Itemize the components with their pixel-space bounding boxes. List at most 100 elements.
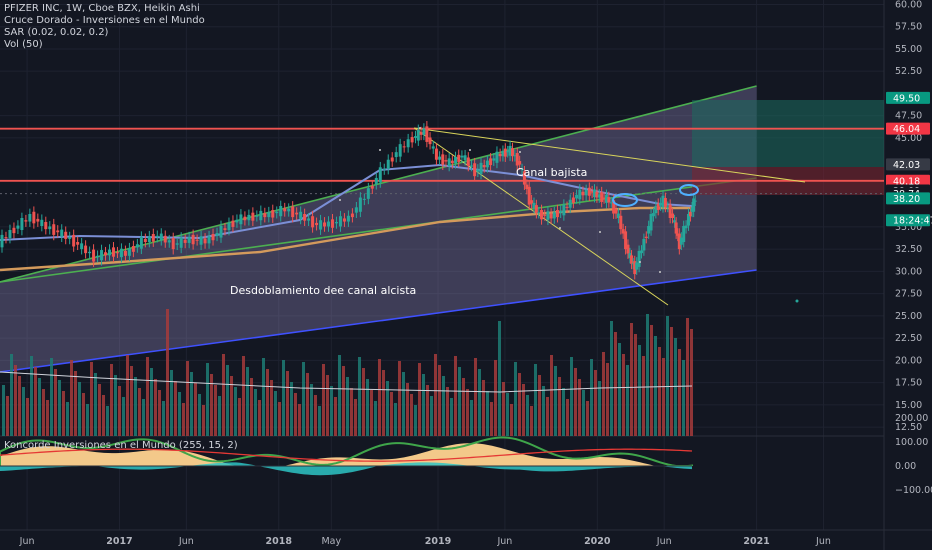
candle-body bbox=[513, 155, 517, 157]
candle-body bbox=[84, 245, 88, 254]
candle-body bbox=[654, 205, 658, 214]
price-label-box bbox=[886, 214, 930, 227]
sar-dot bbox=[339, 199, 341, 201]
volume-bar bbox=[686, 318, 689, 436]
candle-body bbox=[406, 139, 410, 148]
price-label-text: 18:24:47 bbox=[893, 216, 932, 227]
candle-body bbox=[673, 220, 677, 223]
price-label-box bbox=[886, 122, 930, 135]
candle-body bbox=[498, 153, 502, 157]
volume-bar bbox=[66, 402, 69, 436]
candle-body bbox=[12, 227, 16, 234]
candle-body bbox=[642, 238, 646, 251]
candle-body bbox=[88, 251, 92, 254]
volume-bar bbox=[110, 364, 113, 436]
time-tick-label: May bbox=[321, 536, 341, 547]
volume-bar bbox=[102, 395, 105, 436]
candle-body bbox=[525, 184, 529, 190]
volume-bar bbox=[70, 360, 73, 436]
volume-bar bbox=[162, 401, 165, 436]
candle-body bbox=[374, 177, 378, 185]
candle-body bbox=[630, 255, 634, 264]
price-tick-label: 27.50 bbox=[895, 289, 922, 300]
candle-body bbox=[621, 229, 625, 234]
candle-body bbox=[600, 192, 604, 202]
price-tick-label: 32.50 bbox=[895, 244, 922, 255]
volume-bar bbox=[214, 385, 217, 436]
candle-body bbox=[692, 198, 696, 212]
volume-bar bbox=[234, 387, 237, 436]
sar-dot bbox=[469, 149, 471, 151]
legend-cruce-dorado[interactable]: Cruce Dorado - Inversiones en el Mundo bbox=[4, 15, 205, 26]
candle-body bbox=[219, 226, 223, 238]
volume-bar bbox=[114, 375, 117, 436]
candle-body bbox=[438, 156, 442, 160]
volume-bar bbox=[662, 358, 665, 436]
candle-body bbox=[679, 237, 683, 245]
volume-bar bbox=[646, 314, 649, 436]
candle-body bbox=[32, 211, 36, 224]
candle-body bbox=[191, 234, 195, 245]
volume-bar bbox=[138, 388, 141, 436]
candle-body bbox=[323, 222, 327, 227]
volume-bar bbox=[34, 367, 37, 436]
legend-volume[interactable]: Vol (50) bbox=[4, 39, 43, 50]
candle-body bbox=[485, 160, 489, 168]
candle-body bbox=[565, 206, 569, 208]
volume-bar bbox=[266, 369, 269, 436]
legend-sar[interactable]: SAR (0.02, 0.02, 0.2) bbox=[4, 27, 109, 38]
volume-bar bbox=[606, 363, 609, 436]
candle-body bbox=[457, 154, 461, 162]
candle-body bbox=[92, 249, 96, 262]
volume-bar bbox=[650, 325, 653, 436]
volume-bar bbox=[134, 377, 137, 436]
price-label-text: 40.18 bbox=[893, 176, 920, 187]
candle-body bbox=[80, 243, 84, 250]
volume-bar bbox=[310, 384, 313, 436]
volume-bar bbox=[522, 384, 525, 436]
indicator-tick-label: −100.00 bbox=[895, 485, 932, 496]
candle-body bbox=[287, 208, 291, 212]
candle-body bbox=[460, 155, 464, 158]
candle-body bbox=[108, 249, 112, 256]
price-tick-label: 17.50 bbox=[895, 378, 922, 389]
volume-bar bbox=[334, 397, 337, 436]
candle-body bbox=[619, 215, 623, 230]
indicator-legend[interactable]: Koncorde Inversiones en el Mundo (255, 1… bbox=[4, 440, 238, 451]
candle-body bbox=[587, 187, 591, 196]
volume-bar bbox=[14, 365, 17, 436]
candle-body bbox=[647, 226, 651, 234]
candle-body bbox=[346, 215, 350, 222]
candle-body bbox=[676, 233, 680, 236]
volume-bar bbox=[10, 354, 13, 436]
candle-body bbox=[581, 191, 585, 196]
volume-bar bbox=[174, 381, 177, 436]
indicator-tick-label: 100.00 bbox=[895, 437, 928, 448]
candle-body bbox=[543, 214, 547, 216]
candle-body bbox=[115, 252, 119, 254]
volume-bar bbox=[346, 377, 349, 436]
volume-bar bbox=[422, 374, 425, 436]
candle-body bbox=[366, 188, 370, 199]
candle-body bbox=[434, 148, 438, 160]
candle-body bbox=[668, 204, 672, 218]
candle-body bbox=[394, 152, 398, 158]
volume-bar bbox=[74, 371, 77, 436]
volume-bar bbox=[434, 354, 437, 436]
candle-body bbox=[661, 195, 665, 208]
legend-symbol[interactable]: PFIZER INC, 1W, Cboe BZX, Heikin Ashi bbox=[4, 3, 200, 14]
candle-body bbox=[469, 165, 473, 167]
candle-body bbox=[76, 242, 80, 245]
candle-body bbox=[450, 160, 454, 164]
candle-body bbox=[532, 202, 536, 209]
candle-body bbox=[466, 157, 470, 166]
candle-body bbox=[20, 218, 24, 231]
volume-bar bbox=[430, 396, 433, 436]
volume-bar bbox=[482, 380, 485, 436]
volume-bar bbox=[654, 336, 657, 436]
volume-bar bbox=[106, 406, 109, 436]
volume-bar bbox=[390, 392, 393, 436]
volume-bar bbox=[54, 369, 57, 436]
candle-body bbox=[562, 204, 566, 216]
